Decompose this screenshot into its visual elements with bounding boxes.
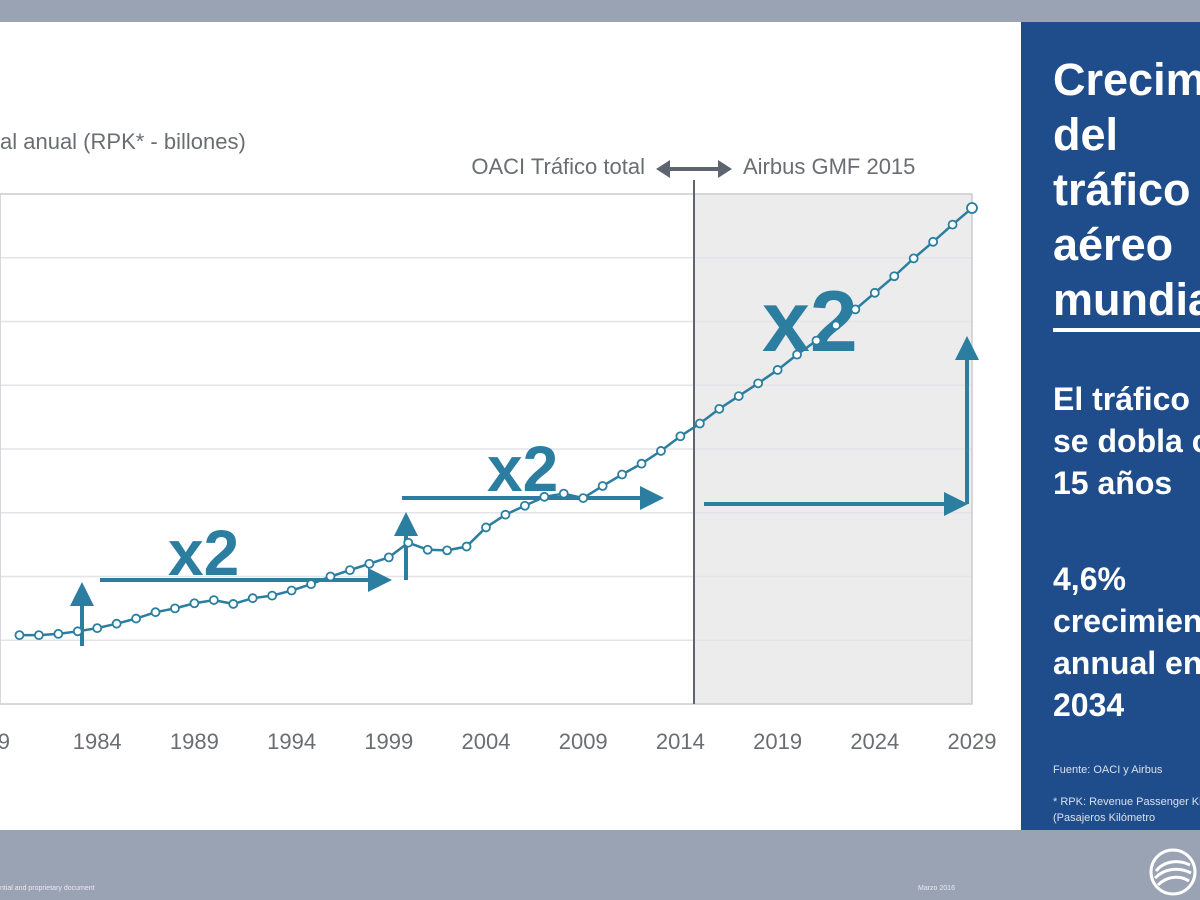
x-tick-label: 2024 bbox=[850, 729, 899, 754]
data-point bbox=[869, 287, 880, 298]
data-point bbox=[247, 593, 258, 604]
x-tick-label: 2009 bbox=[559, 729, 608, 754]
double-arrow-icon bbox=[656, 160, 732, 178]
multiplier-label-1: x2 bbox=[168, 517, 239, 589]
side-panel: Crecimiento del tráfico aéreo mundial El… bbox=[1021, 22, 1200, 830]
data-point bbox=[111, 618, 122, 629]
data-point bbox=[908, 253, 919, 264]
data-point bbox=[267, 590, 278, 601]
data-point bbox=[325, 571, 336, 582]
doubling-line: se dobla cada bbox=[1053, 423, 1200, 459]
gridlines bbox=[0, 257, 972, 641]
traffic-chart: al anual (RPK* - billones) OACI Tráfico … bbox=[0, 129, 996, 754]
data-point bbox=[831, 320, 841, 331]
right-region-label: Airbus GMF 2015 bbox=[743, 154, 915, 179]
top-bar bbox=[0, 0, 1200, 22]
data-point bbox=[966, 202, 978, 214]
data-point bbox=[733, 391, 744, 401]
growth-arrows bbox=[70, 336, 979, 646]
data-point bbox=[150, 607, 161, 618]
doubling-statement: El tráfico se dobla cada 15 años bbox=[1053, 378, 1200, 504]
data-point bbox=[72, 626, 83, 637]
data-point bbox=[364, 558, 375, 569]
data-point bbox=[170, 603, 180, 614]
data-point bbox=[14, 630, 25, 641]
panel-divider bbox=[1053, 328, 1200, 332]
growth-line: 4,6% crecimiento bbox=[1053, 561, 1200, 639]
x-tick-label: 1994 bbox=[267, 729, 316, 754]
data-point bbox=[92, 623, 103, 634]
panel-title: Crecimiento del tráfico aéreo mundial bbox=[1053, 52, 1200, 327]
growth-line: annual entre bbox=[1053, 645, 1200, 681]
data-point bbox=[422, 544, 433, 555]
growth-rate-statement: 4,6% crecimiento annual entre 2034 bbox=[1053, 558, 1200, 726]
data-point bbox=[947, 219, 958, 230]
y-axis-label: al anual (RPK* - billones) bbox=[0, 129, 246, 154]
bottom-bar bbox=[0, 830, 1200, 900]
x-tick-label: 1999 bbox=[364, 729, 413, 754]
data-point bbox=[383, 552, 394, 563]
panel-title-line: Crecimiento bbox=[1053, 54, 1200, 105]
doubling-line: El tráfico bbox=[1053, 381, 1190, 417]
data-point bbox=[694, 418, 705, 429]
data-point bbox=[636, 458, 647, 469]
panel-title-line: del tráfico bbox=[1053, 109, 1191, 215]
data-point bbox=[617, 469, 627, 480]
x-tick-label: 2029 bbox=[948, 729, 997, 754]
plot-frame bbox=[0, 193, 973, 705]
company-logo-icon bbox=[1149, 848, 1197, 896]
source-note: Fuente: OACI y Airbus bbox=[1053, 764, 1163, 776]
data-point bbox=[228, 599, 239, 609]
data-point bbox=[481, 522, 491, 533]
data-point bbox=[442, 545, 453, 556]
x-tick-label: 2019 bbox=[753, 729, 802, 754]
data-point bbox=[189, 598, 200, 609]
left-region-label: OACI Tráfico total bbox=[471, 154, 645, 179]
data-point bbox=[714, 403, 725, 414]
rpk-footnote: * RPK: Revenue Passenger Kilometers (Pas… bbox=[1053, 796, 1200, 824]
data-point bbox=[675, 431, 686, 442]
growth-line: 2034 bbox=[1053, 687, 1125, 723]
footer-date: Marzo 2016 bbox=[918, 885, 955, 892]
data-point bbox=[753, 378, 764, 389]
data-point bbox=[558, 488, 569, 499]
doubling-line: 15 años bbox=[1053, 465, 1173, 501]
x-tick-label: 2014 bbox=[656, 729, 705, 754]
data-point bbox=[33, 630, 44, 641]
data-point bbox=[403, 537, 414, 548]
x-tick-label: 9 bbox=[0, 729, 10, 754]
data-point bbox=[53, 628, 64, 639]
x-tick-label: 1989 bbox=[170, 729, 219, 754]
x-tick-labels: 9 1984 1989 1994 1999 2004 2009 2014 2019 2024 202… bbox=[0, 729, 996, 754]
multiplier-label-3: x2 bbox=[762, 274, 858, 370]
data-point bbox=[578, 493, 589, 503]
data-point bbox=[345, 565, 355, 576]
data-point bbox=[306, 579, 316, 590]
data-point bbox=[131, 613, 141, 624]
data-point bbox=[208, 595, 219, 605]
data-point bbox=[889, 271, 900, 282]
confidential-note: ntial and proprietary document bbox=[0, 885, 95, 892]
data-point bbox=[656, 446, 666, 456]
data-point bbox=[792, 349, 802, 360]
data-point bbox=[500, 509, 511, 520]
traffic-series-points bbox=[14, 202, 978, 641]
x-tick-label: 1984 bbox=[73, 729, 122, 754]
data-point bbox=[461, 541, 472, 552]
data-point bbox=[286, 585, 297, 596]
data-point bbox=[519, 500, 530, 511]
data-point bbox=[850, 304, 861, 315]
data-point bbox=[597, 481, 608, 491]
data-point bbox=[772, 365, 783, 375]
data-point bbox=[811, 335, 822, 346]
data-point bbox=[539, 491, 550, 502]
x-tick-label: 2004 bbox=[462, 729, 511, 754]
panel-title-line: aéreo bbox=[1053, 219, 1174, 270]
panel-title-line: mundial bbox=[1053, 274, 1200, 325]
data-point bbox=[928, 236, 939, 247]
